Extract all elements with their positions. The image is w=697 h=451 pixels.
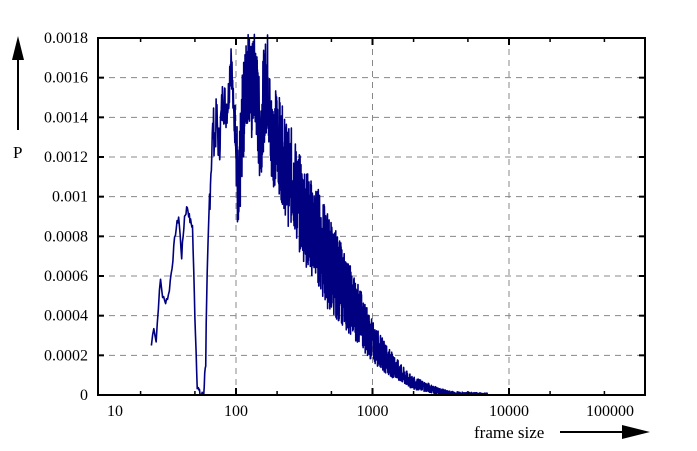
series-line (150, 33, 489, 396)
x-tick-label: 1000 (357, 403, 389, 420)
x-tick-labels: 10 100 1000 10000 100000 (107, 403, 634, 420)
y-tick-label: 0.0006 (44, 268, 88, 285)
axis-ticks (98, 37, 645, 396)
y-tick-label: 0.0016 (44, 70, 88, 87)
y-tick-label: 0.001 (52, 189, 88, 206)
y-axis-label: P (13, 143, 22, 162)
x-tick-label: 10 (107, 403, 123, 420)
y-tick-label: 0.0002 (44, 347, 88, 364)
y-axis-arrow-icon (12, 36, 24, 130)
data-series (150, 33, 489, 396)
x-tick-label: 100 (224, 403, 248, 420)
y-tick-label: 0.0014 (44, 109, 88, 126)
y-tick-label: 0.0018 (44, 30, 88, 47)
y-tick-labels: 0 0.0002 0.0004 0.0006 0.0008 0.001 0.0012 0.00… (44, 30, 88, 404)
x-axis-label: frame size (474, 423, 544, 442)
y-tick-label: 0.0012 (44, 149, 88, 166)
grid-lines (98, 38, 645, 395)
x-tick-label: 10000 (489, 403, 529, 420)
y-tick-label: 0.0004 (44, 308, 88, 325)
y-tick-label: 0 (80, 387, 88, 404)
x-axis-arrow-icon (560, 425, 650, 439)
y-tick-label: 0.0008 (44, 228, 88, 245)
x-tick-label: 100000 (586, 403, 634, 420)
